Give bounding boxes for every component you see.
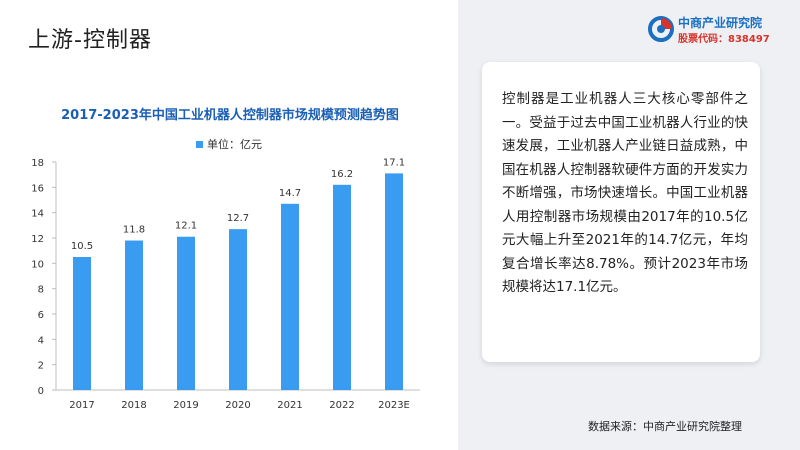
x-tick-label: 2022 <box>329 400 354 411</box>
company-logo: 中商产业研究院 股票代码：838497 <box>648 12 798 48</box>
text-card <box>482 62 760 362</box>
y-tick-label: 4 <box>38 335 44 346</box>
y-tick-label: 14 <box>31 209 44 220</box>
bar-2020 <box>229 229 247 390</box>
company-name: 中商产业研究院 <box>678 16 763 30</box>
y-tick-label: 16 <box>31 183 44 194</box>
stock-code: 股票代码：838497 <box>678 34 770 45</box>
bar-2019 <box>177 236 195 390</box>
page-title: 上游-控制器 <box>28 28 152 53</box>
chart-title: 2017-2023年中国工业机器人控制器市场规模预测趋势图 <box>61 108 399 123</box>
x-tick-label: 2020 <box>225 400 250 411</box>
y-tick-label: 10 <box>31 259 44 270</box>
y-tick-label: 6 <box>38 310 44 321</box>
legend-label: 单位：亿元 <box>207 138 262 151</box>
y-tick-label: 0 <box>38 386 44 397</box>
bar-2017 <box>73 257 91 390</box>
data-label: 17.1 <box>383 157 405 168</box>
data-label: 12.7 <box>227 213 249 224</box>
data-label: 10.5 <box>71 241 93 252</box>
x-tick-label: 2018 <box>121 400 146 411</box>
bar-chart: 0 2 4 6 8 10 12 14 16 18 10.5 2017 11.8 2018 12.1 2019 1… <box>31 157 420 411</box>
source-note: 数据来源：中商产业研究院整理 <box>588 420 742 433</box>
chart-legend: 单位：亿元 <box>196 136 262 152</box>
data-label: 14.7 <box>279 188 301 199</box>
y-tick-label: 18 <box>31 158 44 169</box>
legend-swatch <box>196 140 203 148</box>
x-tick-label: 2019 <box>173 400 198 411</box>
data-label: 11.8 <box>123 225 145 236</box>
bar-2022 <box>333 184 351 390</box>
bar-2018 <box>125 240 143 390</box>
bar-2021 <box>281 203 299 390</box>
data-label: 16.2 <box>331 169 353 180</box>
y-tick-label: 2 <box>38 361 44 372</box>
bar-2023E <box>385 173 403 390</box>
y-tick-label: 12 <box>31 234 44 245</box>
y-tick-label: 8 <box>38 285 44 296</box>
data-label: 12.1 <box>175 221 197 232</box>
x-tick-label: 2023E <box>378 400 410 411</box>
x-tick-label: 2017 <box>69 400 94 411</box>
x-tick-label: 2021 <box>277 400 302 411</box>
text-card-body: 控制器是工业机器人三大核心零部件之一。受益于过去中国工业机器人行业的快速发展，工… <box>502 91 748 295</box>
company-logo-icon <box>648 16 674 42</box>
